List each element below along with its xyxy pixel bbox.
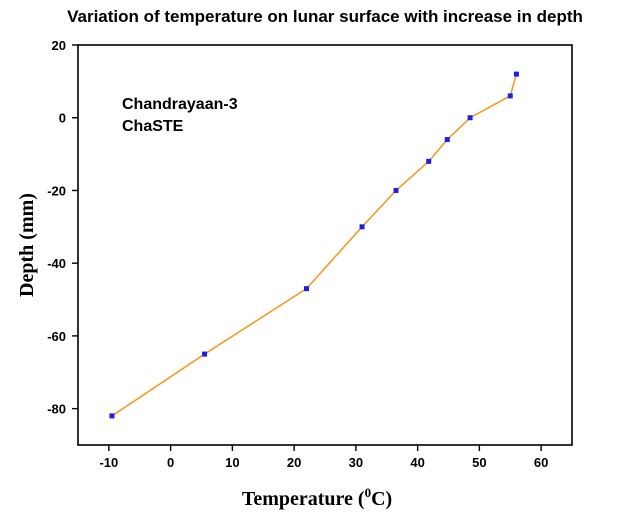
y-tick-label: -80 [47,402,66,417]
x-axis-label-unit: C) [371,488,392,510]
annotation-instrument: ChaSTE [122,118,184,135]
data-point [109,413,115,419]
x-axis-label-main: Temperature ( [242,488,365,510]
y-tick-label: 0 [59,111,66,126]
plot-frame [77,44,573,446]
x-tick-label: 30 [349,455,363,470]
x-tick-label: 0 [167,455,174,470]
x-axis-label: Temperature (0C) [242,485,392,510]
x-tick-label: 50 [472,455,486,470]
series-line [111,73,518,417]
data-point [202,351,208,357]
x-tick-label: 20 [287,455,301,470]
x-axis-ticks: -10 0 10 20 30 40 50 60 [99,445,548,470]
series-line-group [111,73,518,417]
data-point [303,286,309,292]
data-point [507,93,513,99]
y-tick-label: -60 [47,329,66,344]
x-tick-label: 60 [534,455,548,470]
series-points-group [109,71,519,419]
y-tick-label: -20 [47,183,66,198]
x-tick-label: 40 [410,455,424,470]
x-tick-label: 10 [225,455,239,470]
x-axis-label-superscript: 0 [365,485,372,500]
y-tick-label: 20 [52,38,66,53]
data-point [467,115,473,121]
data-point [513,71,519,77]
data-point [444,137,450,143]
data-point [393,187,399,193]
data-point [359,224,365,230]
chart-title: Variation of temperature on lunar surfac… [67,7,583,26]
x-tick-label: -10 [99,455,118,470]
y-axis-ticks: 20 0 -20 -40 -60 -80 [47,38,78,417]
annotation-mission: Chandrayaan-3 [122,96,238,113]
data-point [426,158,432,164]
y-tick-label: -40 [47,256,66,271]
y-axis-label: Depth (mm) [16,193,38,297]
